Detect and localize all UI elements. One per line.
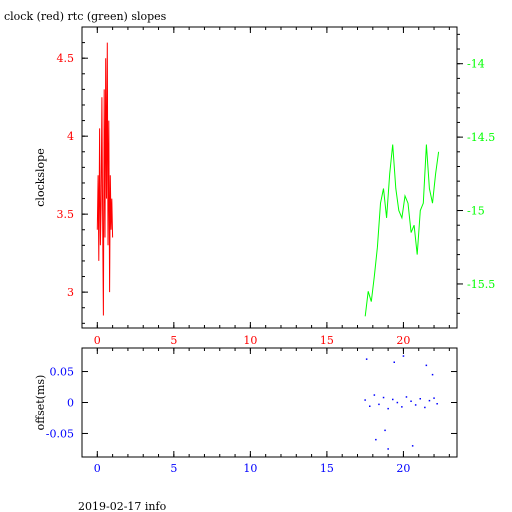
offset-point [384, 429, 386, 432]
offset-point [425, 364, 428, 367]
y-tick-label: 3.5 [57, 208, 75, 221]
y-tick-label: -0.05 [46, 427, 74, 440]
offset-point [364, 399, 366, 401]
offset-point [387, 407, 389, 410]
offset-point [378, 403, 380, 406]
offset-point [369, 405, 371, 407]
y-tick-label: 4.5 [57, 52, 75, 65]
offset-point [433, 397, 435, 399]
x-tick-label: 5 [170, 334, 177, 347]
offset-point [436, 403, 438, 405]
y2-tick-label: -14.5 [467, 131, 495, 144]
y-axis-label: clockslope [34, 148, 47, 206]
offset-point [411, 445, 414, 447]
offset-point [401, 406, 403, 408]
plot-frame [81, 26, 458, 329]
y-tick-label: 0 [67, 397, 74, 410]
offset-point [431, 373, 434, 376]
offset-point [392, 398, 394, 401]
x-tick-label: 0 [94, 334, 101, 347]
y-tick-label: 0.05 [50, 366, 75, 379]
plot-frame [81, 347, 458, 458]
offset-point [428, 399, 431, 402]
y-tick-label: 4 [67, 130, 74, 143]
y2-tick-label: -15.5 [467, 278, 495, 291]
clock-slope-line [96, 42, 114, 316]
y2-tick-label: -15 [467, 205, 485, 218]
x-tick-label: 15 [320, 462, 334, 475]
x-tick-label: 20 [396, 334, 410, 347]
offset-point [424, 406, 426, 409]
offset-point [419, 398, 421, 400]
slope-panel: 0 5 10 15 20 3 3.5 4 4.5 -14 -14.5 -15 -15.5 clockslo… [34, 26, 495, 347]
offset-point [375, 438, 377, 441]
x-tick-label: 10 [243, 334, 257, 347]
offset-point [382, 396, 385, 399]
x-tick-label: 20 [396, 462, 410, 475]
x-tick-label: 5 [170, 462, 177, 475]
offset-point [393, 361, 395, 363]
offset-point [414, 404, 417, 406]
offset-point [410, 400, 412, 402]
offset-point [365, 358, 368, 360]
y-axis-label: offset(ms) [34, 375, 47, 431]
x-tick-label: 0 [94, 462, 101, 475]
rtc-slope-line [364, 144, 440, 317]
offset-point [387, 448, 389, 450]
offset-point [405, 396, 408, 398]
footer-date-label: 2019-02-17 info [78, 500, 167, 512]
y-tick-label: 3 [67, 286, 74, 299]
x-tick-label: 10 [243, 462, 257, 475]
y2-tick-label: -14 [467, 58, 485, 71]
offset-point [396, 401, 399, 404]
offset-point [402, 355, 405, 357]
offset-point [373, 394, 376, 396]
chart-title: clock (red) rtc (green) slopes [4, 10, 167, 23]
x-tick-label: 15 [320, 334, 334, 347]
